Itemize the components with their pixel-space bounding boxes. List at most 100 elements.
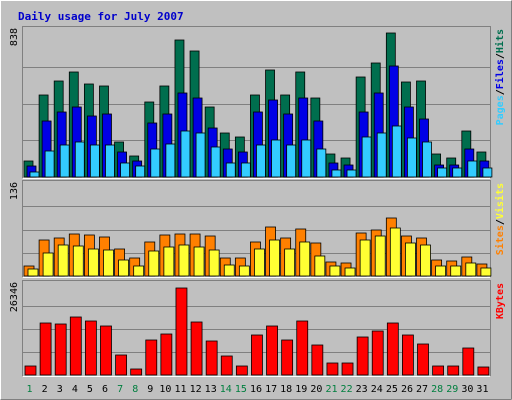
bar-pages-day-5 bbox=[89, 144, 100, 178]
x-tick-day-22: 22 bbox=[341, 384, 353, 395]
x-tick-day-18: 18 bbox=[280, 384, 292, 395]
bar-pages-day-28 bbox=[437, 167, 448, 178]
x-tick-day-17: 17 bbox=[265, 384, 277, 395]
bar-pages-day-23 bbox=[361, 136, 372, 178]
bar-sites-day-21 bbox=[329, 265, 341, 277]
x-tick-day-2: 2 bbox=[42, 384, 48, 395]
bar-sites-day-4 bbox=[72, 245, 84, 277]
bar-kbytes-day-3 bbox=[54, 323, 67, 376]
bar-pages-day-10 bbox=[165, 143, 176, 178]
bar-kbytes-day-4 bbox=[69, 316, 82, 376]
x-tick-day-5: 5 bbox=[87, 384, 93, 395]
bar-sites-day-12 bbox=[193, 246, 205, 277]
bar-pages-day-11 bbox=[180, 130, 191, 178]
x-tick-day-8: 8 bbox=[132, 384, 138, 395]
x-tick-day-23: 23 bbox=[356, 384, 368, 395]
bar-pages-day-26 bbox=[407, 137, 417, 178]
bar-sites-day-29 bbox=[450, 265, 462, 277]
chart-title: Daily usage for July 2007 bbox=[18, 10, 184, 23]
bar-sites-day-19 bbox=[299, 241, 311, 277]
bar-sites-day-15 bbox=[238, 265, 250, 277]
x-tick-day-4: 4 bbox=[72, 384, 78, 395]
bar-sites-day-17 bbox=[269, 239, 280, 277]
bar-sites-day-23 bbox=[359, 239, 371, 277]
bar-sites-day-30 bbox=[465, 262, 477, 277]
x-tick-day-21: 21 bbox=[325, 384, 337, 395]
x-tick-day-11: 11 bbox=[174, 384, 186, 395]
bar-sites-day-13 bbox=[208, 249, 220, 277]
legend-hits-files-pages-part-2: Files bbox=[494, 59, 506, 89]
bar-kbytes-day-14 bbox=[220, 355, 233, 376]
bar-kbytes-day-13 bbox=[205, 340, 218, 376]
bar-pages-day-19 bbox=[301, 139, 312, 178]
bar-kbytes-day-21 bbox=[326, 362, 339, 376]
bar-kbytes-day-12 bbox=[190, 321, 203, 376]
legend-visits-sites-part-2: Visits bbox=[494, 183, 506, 219]
bar-sites-day-1 bbox=[27, 268, 39, 277]
bar-pages-day-14 bbox=[225, 162, 236, 178]
bar-sites-day-27 bbox=[420, 244, 431, 277]
bar-kbytes-day-6 bbox=[100, 325, 112, 376]
x-tick-day-13: 13 bbox=[205, 384, 217, 395]
bar-sites-day-2 bbox=[42, 252, 54, 277]
bar-pages-day-30 bbox=[467, 160, 478, 178]
x-tick-day-10: 10 bbox=[159, 384, 171, 395]
bar-sites-day-3 bbox=[57, 244, 69, 277]
x-tick-day-26: 26 bbox=[401, 384, 413, 395]
bar-kbytes-day-29 bbox=[447, 365, 460, 376]
legend-visits-sites: Sites/Visits bbox=[494, 183, 506, 255]
bar-kbytes-day-15 bbox=[235, 365, 248, 376]
bar-pages-day-2 bbox=[44, 150, 55, 178]
bar-pages-day-21 bbox=[331, 169, 342, 178]
bar-pages-day-24 bbox=[376, 132, 387, 178]
bar-sites-day-14 bbox=[223, 264, 235, 277]
bar-sites-day-8 bbox=[133, 265, 145, 277]
x-tick-day-14: 14 bbox=[220, 384, 232, 395]
x-tick-day-1: 1 bbox=[27, 384, 33, 395]
bar-sites-day-6 bbox=[103, 249, 114, 277]
bar-kbytes-day-11 bbox=[175, 287, 188, 376]
bar-sites-day-5 bbox=[87, 248, 99, 277]
bar-pages-day-13 bbox=[210, 146, 221, 178]
bar-pages-day-31 bbox=[482, 167, 493, 178]
bar-pages-day-3 bbox=[59, 144, 70, 178]
bar-pages-day-20 bbox=[316, 148, 327, 178]
bar-pages-day-1 bbox=[29, 171, 40, 178]
legend-visits-sites-part-1: / bbox=[495, 219, 506, 225]
bar-sites-day-25 bbox=[389, 227, 401, 277]
x-tick-day-9: 9 bbox=[147, 384, 153, 395]
bar-kbytes-day-1 bbox=[24, 365, 37, 376]
bar-kbytes-day-31 bbox=[477, 366, 490, 376]
bar-kbytes-day-30 bbox=[462, 347, 475, 376]
bar-pages-day-16 bbox=[256, 144, 266, 178]
ymax-label-kbytes: 26346 bbox=[9, 282, 20, 312]
ymax-label-hits-files-pages: 838 bbox=[9, 28, 20, 46]
bar-pages-day-25 bbox=[391, 125, 402, 178]
bar-pages-day-8 bbox=[135, 165, 146, 178]
x-tick-day-30: 30 bbox=[461, 384, 473, 395]
bar-pages-day-4 bbox=[74, 141, 85, 178]
x-tick-day-29: 29 bbox=[446, 384, 458, 395]
bar-kbytes-day-26 bbox=[402, 334, 414, 376]
x-tick-day-27: 27 bbox=[416, 384, 428, 395]
bar-sites-day-31 bbox=[480, 267, 492, 277]
bar-kbytes-day-27 bbox=[417, 343, 429, 376]
x-tick-day-3: 3 bbox=[57, 384, 63, 395]
bar-sites-day-10 bbox=[163, 246, 175, 277]
bar-kbytes-day-16 bbox=[251, 334, 263, 376]
legend-kbytes: KBytes bbox=[495, 283, 506, 319]
bar-pages-day-17 bbox=[271, 139, 281, 178]
bar-sites-day-7 bbox=[118, 259, 129, 277]
bar-pages-day-15 bbox=[240, 162, 251, 178]
bar-kbytes-day-25 bbox=[386, 322, 399, 376]
x-tick-day-25: 25 bbox=[386, 384, 398, 395]
legend-kbytes-part-0: KBytes bbox=[495, 283, 506, 319]
bar-sites-day-16 bbox=[254, 248, 265, 277]
bar-kbytes-day-8 bbox=[130, 368, 143, 376]
legend-visits-sites-part-0: Sites bbox=[494, 225, 506, 255]
bar-sites-day-18 bbox=[284, 248, 296, 277]
bar-kbytes-day-28 bbox=[432, 365, 445, 376]
bar-sites-day-20 bbox=[314, 255, 326, 277]
legend-hits-files-pages: Pages/Files/Hits bbox=[494, 29, 506, 125]
